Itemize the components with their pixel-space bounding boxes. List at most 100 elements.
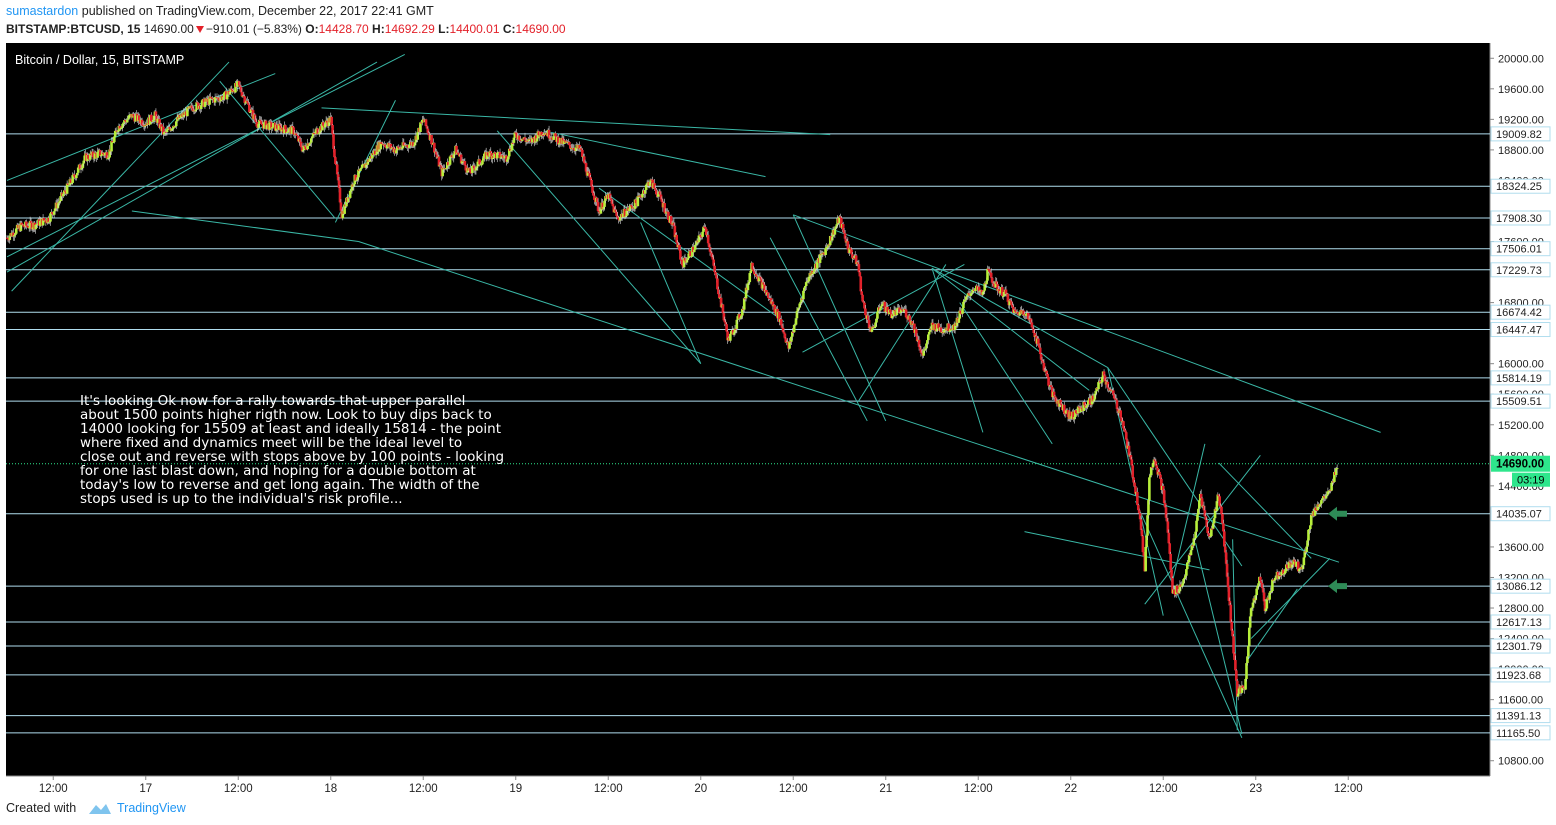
- candle-down: [670, 224, 674, 226]
- candle-down: [608, 193, 612, 199]
- candle-down: [726, 331, 729, 341]
- candle-up: [927, 334, 930, 341]
- candle-down: [23, 226, 26, 228]
- candle-down: [913, 323, 916, 333]
- candle-up: [301, 150, 305, 152]
- candle-down: [550, 137, 554, 140]
- candle-up: [1330, 482, 1333, 491]
- candle-down: [592, 192, 595, 196]
- candle-down: [1022, 310, 1025, 316]
- x-tick-label: 12:00: [779, 783, 808, 794]
- candle-down: [1016, 311, 1020, 315]
- trendline: [1246, 588, 1298, 662]
- candle-down: [601, 202, 604, 210]
- candle-up: [234, 83, 237, 93]
- candle-up: [816, 261, 819, 269]
- author-link[interactable]: sumastardon: [6, 4, 79, 18]
- candle-down: [706, 234, 710, 244]
- candle-down: [285, 129, 288, 133]
- candle-down: [689, 251, 692, 257]
- candle-up: [122, 122, 125, 124]
- candle-down: [511, 142, 515, 144]
- countdown-box: [1512, 472, 1550, 487]
- candle-up: [1251, 602, 1255, 608]
- candle-down: [259, 119, 262, 122]
- candle-down: [557, 136, 560, 145]
- footer: Created with TradingView: [0, 796, 1556, 825]
- candle-up: [1210, 528, 1213, 537]
- candle-up: [441, 167, 444, 177]
- candle-up: [793, 324, 797, 326]
- candle-down: [238, 85, 242, 88]
- candle-down: [1228, 600, 1232, 605]
- candle-down: [313, 133, 317, 135]
- candle-up: [1306, 540, 1309, 547]
- candle-up: [121, 123, 124, 128]
- chart-area[interactable]: Bitcoin / Dollar, 15, BITSTAMP It's looki…: [6, 43, 1551, 794]
- candle-down: [908, 315, 912, 322]
- candle-down: [478, 159, 481, 165]
- candle-down: [336, 174, 340, 181]
- candle-up: [802, 290, 805, 300]
- candle-up: [826, 246, 829, 248]
- candle-up: [1196, 514, 1199, 521]
- candle-down: [886, 306, 889, 312]
- candle-up: [1074, 410, 1077, 417]
- candle-up: [116, 131, 120, 133]
- trendline: [640, 222, 702, 364]
- candle-down: [1259, 576, 1262, 582]
- candle-up: [171, 128, 174, 130]
- candle-up: [1265, 599, 1269, 609]
- candle-up: [1270, 590, 1273, 592]
- candle-down: [717, 289, 720, 295]
- candle-down: [330, 116, 333, 125]
- candle-up: [125, 119, 129, 123]
- candlestick-chart[interactable]: Bitcoin / Dollar, 15, BITSTAMP It's looki…: [6, 43, 1551, 794]
- candle-up: [1177, 591, 1181, 593]
- candle-up: [1324, 495, 1328, 499]
- tradingview-logo-icon[interactable]: [88, 801, 112, 817]
- candle-down: [860, 291, 863, 295]
- candle-down: [1231, 630, 1234, 637]
- publish-info: sumastardon published on TradingView.com…: [6, 4, 434, 18]
- candle-up: [379, 142, 382, 150]
- candle-down: [1139, 519, 1143, 530]
- candle-up: [355, 179, 358, 181]
- candle-down: [1009, 300, 1012, 302]
- level-label-box: [1490, 667, 1551, 683]
- candle-up: [1302, 557, 1306, 566]
- candle-down: [1217, 494, 1221, 497]
- candle-up: [1335, 468, 1339, 470]
- candle-down: [1038, 347, 1042, 355]
- candle-down: [1031, 327, 1035, 329]
- candle-down: [849, 247, 852, 250]
- candle-down: [99, 150, 102, 157]
- candle-up: [1183, 577, 1186, 580]
- candle-up: [360, 164, 364, 168]
- candle-down: [658, 191, 662, 195]
- candle-down: [782, 331, 786, 334]
- candle-down: [73, 174, 76, 177]
- candle-down: [995, 281, 999, 285]
- candle-up: [82, 160, 86, 164]
- candle-up: [445, 168, 448, 170]
- candle-up: [790, 336, 793, 342]
- candle-up: [562, 140, 566, 144]
- tradingview-link[interactable]: TradingView: [117, 801, 186, 815]
- created-with-text: Created with: [6, 801, 77, 815]
- candle-down: [1102, 371, 1106, 376]
- candle-up: [1268, 592, 1271, 600]
- candle-down: [1013, 309, 1017, 312]
- candle-down: [722, 313, 726, 321]
- candle-down: [1063, 413, 1067, 415]
- candle-up: [935, 329, 938, 332]
- trendline: [931, 268, 984, 433]
- candle-down: [841, 224, 845, 231]
- trendline: [6, 54, 405, 258]
- candle-up: [1271, 579, 1274, 591]
- candle-up: [357, 169, 360, 178]
- candle-down: [1120, 417, 1123, 422]
- price-change: −910.01 (−5.83%): [205, 22, 302, 36]
- candle-up: [729, 333, 732, 341]
- candle-down: [705, 228, 708, 235]
